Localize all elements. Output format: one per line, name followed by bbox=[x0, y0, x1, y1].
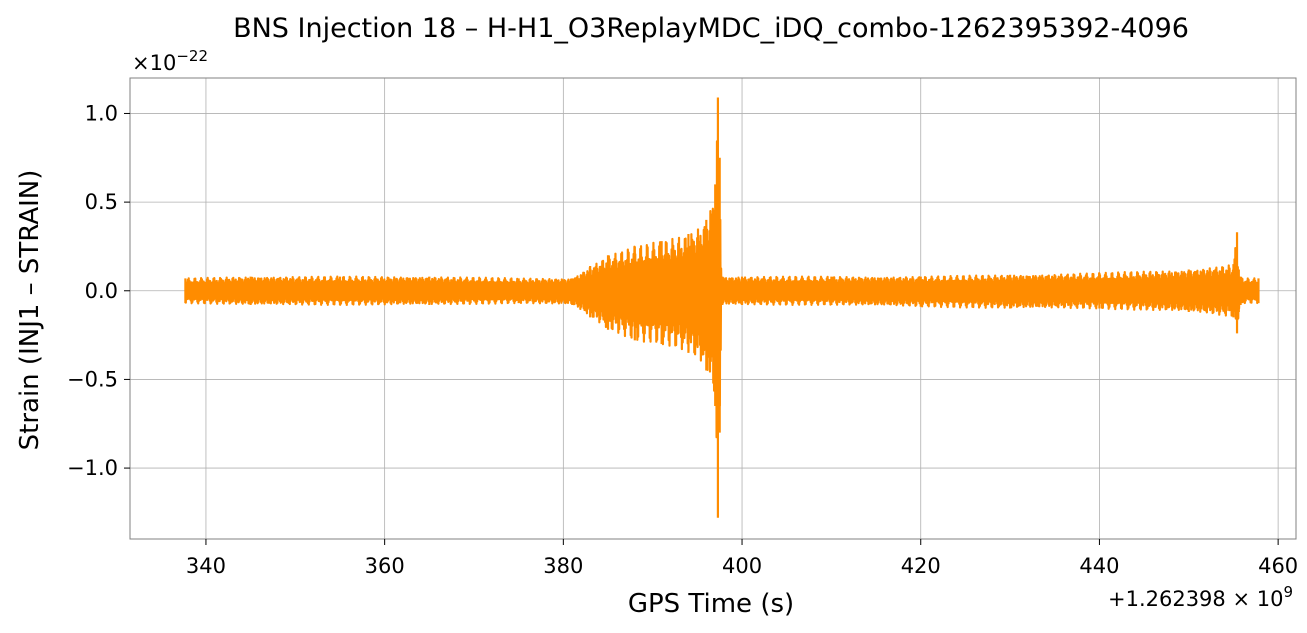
axes-frame bbox=[129, 77, 1297, 540]
x-axis-ticks: 340 360 380 400 420 440 460 bbox=[186, 539, 1298, 578]
x-tick-label: 400 bbox=[722, 554, 762, 578]
y-tick-label: 1.0 bbox=[85, 101, 118, 125]
y-scale-base: ×10 bbox=[132, 51, 176, 75]
x-tick-label: 440 bbox=[1079, 554, 1119, 578]
x-axis-label: GPS Time (s) bbox=[628, 589, 794, 619]
y-tick-label: −1.0 bbox=[67, 456, 118, 480]
strain-series-line bbox=[184, 97, 1260, 518]
plot-area bbox=[184, 97, 1260, 518]
x-offset-label: +1.262398 × 109 bbox=[1108, 583, 1293, 611]
x-tick-label: 340 bbox=[186, 554, 226, 578]
y-scale-factor: ×10−22 bbox=[132, 47, 208, 75]
x-tick-label: 360 bbox=[365, 554, 405, 578]
chart-title: BNS Injection 18 – H-H1_O3ReplayMDC_iDQ_… bbox=[233, 13, 1189, 44]
y-axis-ticks: 1.0 0.5 0.0 −0.5 −1.0 bbox=[67, 101, 130, 480]
y-tick-label: 0.0 bbox=[85, 279, 118, 303]
x-offset-exponent: 9 bbox=[1283, 583, 1293, 601]
x-tick-label: 420 bbox=[901, 554, 941, 578]
x-offset-base: +1.262398 × 10 bbox=[1108, 587, 1283, 611]
x-tick-label: 380 bbox=[543, 554, 583, 578]
y-axis-label: Strain (INJ1 – STRAIN) bbox=[15, 170, 45, 451]
y-tick-label: −0.5 bbox=[67, 367, 118, 391]
x-tick-label: 460 bbox=[1258, 554, 1298, 578]
y-scale-exponent: −22 bbox=[176, 47, 208, 65]
y-tick-label: 0.5 bbox=[85, 190, 118, 214]
